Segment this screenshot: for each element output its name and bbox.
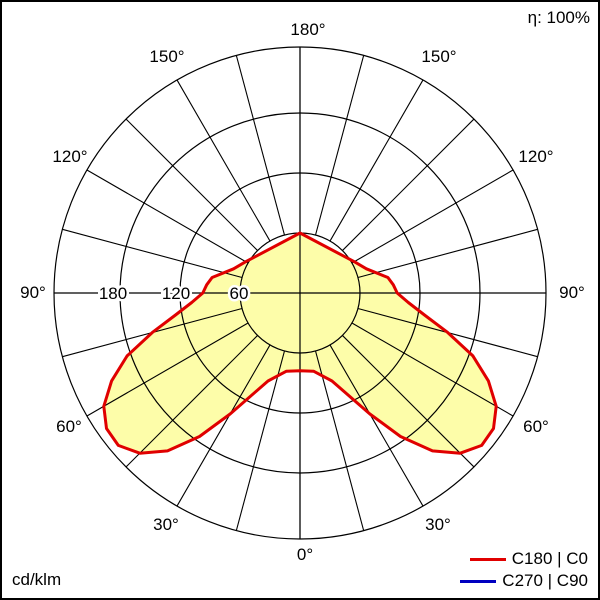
angle-label: 30° bbox=[153, 515, 179, 534]
radial-tick-label: 60 bbox=[230, 284, 249, 303]
unit-label: cd/klm bbox=[12, 570, 62, 589]
legend-item-c270-c90: C270 | C90 bbox=[428, 570, 588, 592]
angle-label: 60° bbox=[523, 417, 549, 436]
angle-label: 0° bbox=[297, 545, 313, 564]
angle-label: 90° bbox=[559, 283, 585, 302]
legend-swatch-red bbox=[469, 557, 506, 561]
radial-tick-label: 120 bbox=[162, 284, 190, 303]
distribution-curve-c180-c0 bbox=[102, 231, 498, 455]
grid-spoke bbox=[125, 335, 258, 468]
grid-spoke bbox=[86, 169, 249, 264]
angle-label: 60° bbox=[56, 417, 82, 436]
radial-tick-label: 180 bbox=[99, 284, 127, 303]
efficiency-label: η: 100% bbox=[527, 8, 590, 27]
grid-spoke bbox=[235, 55, 286, 236]
angle-label: 90° bbox=[20, 283, 46, 302]
legend-item-c180-c0: C180 | C0 bbox=[428, 548, 588, 570]
angle-label: 150° bbox=[421, 47, 456, 66]
grid-spoke bbox=[351, 322, 514, 417]
angle-label: 150° bbox=[149, 47, 184, 66]
grid-spoke bbox=[125, 118, 258, 251]
legend: C180 | C0 C270 | C90 bbox=[428, 548, 588, 592]
grid-spoke bbox=[314, 55, 365, 236]
grid-spoke bbox=[176, 79, 271, 242]
grid-spoke bbox=[235, 350, 286, 531]
grid-spoke bbox=[351, 169, 514, 264]
angle-label: 180° bbox=[290, 20, 325, 39]
grid-spoke bbox=[342, 118, 475, 251]
legend-label: C270 | C90 bbox=[502, 571, 588, 590]
legend-label: C180 | C0 bbox=[511, 549, 588, 568]
grid-spoke bbox=[357, 228, 538, 279]
grid-spoke bbox=[62, 228, 243, 279]
angle-label: 30° bbox=[425, 515, 451, 534]
grid-spoke bbox=[342, 335, 475, 468]
grid-spoke bbox=[329, 79, 424, 242]
legend-swatch-blue bbox=[460, 579, 497, 583]
grid-spoke bbox=[86, 322, 249, 417]
grid-spoke bbox=[314, 350, 365, 531]
angle-label: 120° bbox=[518, 147, 553, 166]
grid-spoke bbox=[329, 344, 424, 507]
angle-label: 120° bbox=[52, 147, 87, 166]
grid-spoke bbox=[176, 344, 271, 507]
